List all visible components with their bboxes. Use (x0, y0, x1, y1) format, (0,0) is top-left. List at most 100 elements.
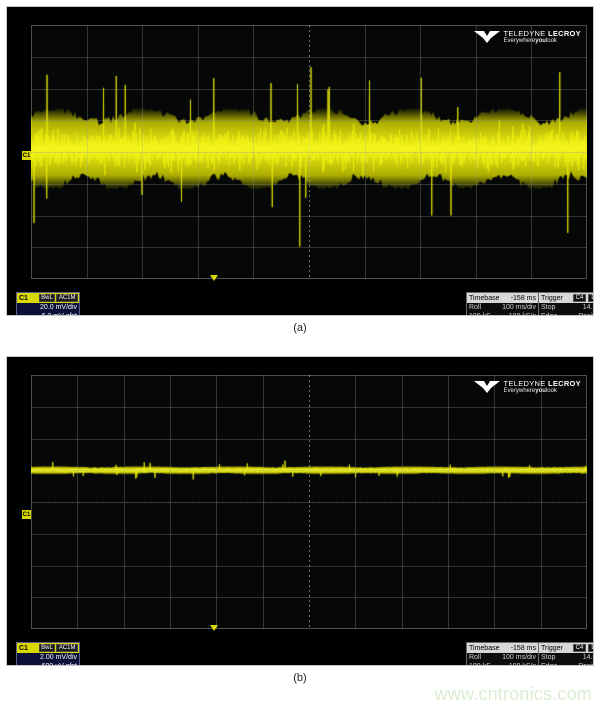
waveform-grid-a (31, 25, 587, 279)
grid-vline (198, 25, 199, 279)
timebase-panel-a[interactable]: Timebase -158 ms Roll 100 ms/div 100 kS … (467, 293, 539, 315)
grid-hline (31, 407, 587, 408)
trigger-level-b: 14.3 V (582, 654, 593, 661)
grid-vline (142, 25, 143, 279)
channel-edge-marker-a[interactable]: C1 (22, 151, 31, 160)
trigger-title-b: Trigger (541, 644, 563, 652)
grid-vline (494, 375, 495, 629)
grid-hline (31, 597, 587, 598)
grid-hline (31, 534, 587, 535)
status-panel-a: Timebase -158 ms Roll 100 ms/div 100 kS … (466, 292, 593, 315)
grid-hline (31, 89, 587, 90)
channel-bandwidth-tag-b[interactable]: BwL (38, 644, 56, 652)
grid-vline (87, 25, 88, 279)
timebase-sample-rate-a: 100 kS/s (509, 312, 536, 315)
caption-a: (a) (293, 322, 307, 334)
logo-line1-bold: LECROY (547, 28, 581, 38)
logo-line2-a-b: Everywhere (503, 387, 536, 394)
logo-line2-a: Everywhere (503, 37, 536, 44)
grid-vline (531, 25, 532, 279)
scope-screen-b: TELEDYNE LECROY Everywhereyoulook C1 C1 … (6, 356, 594, 666)
timebase-title-b: Timebase (469, 644, 500, 652)
teledyne-lecroy-logo: TELEDYNE LECROY Everywhereyoulook (473, 28, 581, 45)
channel-bandwidth-tag-a[interactable]: BwL (38, 294, 56, 302)
trigger-panel-b[interactable]: Trigger C4 DC Stop 14.3 V Edge Positive (539, 643, 593, 665)
scope-screen-a: TELEDYNE LECROY Everywhereyoulook C1 C1 … (6, 6, 594, 316)
timebase-mode-a: Roll (469, 304, 482, 311)
logo-line2-c: look (545, 37, 557, 44)
grid-vline (216, 375, 217, 629)
channel-descriptor-c1-a[interactable]: C1 BwL AC1M 20.0 mV/div -6.0 mV ofst (16, 292, 80, 315)
grid-vline (476, 25, 477, 279)
trigger-slope-a: Positive (578, 312, 593, 315)
timebase-record-length-a: 100 kS (469, 312, 491, 315)
channel-header-a[interactable]: C1 BwL AC1M (17, 293, 79, 303)
channel-id-label-a: C1 (19, 294, 28, 302)
grid-vline (124, 375, 125, 629)
channel-id-label-b: C1 (19, 644, 28, 652)
grid-vline (541, 375, 542, 629)
trigger-level-a: 14.3 V (582, 304, 593, 311)
logo-line1-regular: TELEDYNE (503, 28, 548, 38)
grid-hline (31, 152, 587, 153)
trigger-coupling-b[interactable]: DC (588, 644, 593, 652)
trigger-position-marker-a[interactable] (210, 275, 218, 281)
channel-descriptor-c1-b[interactable]: C1 BwL AC1M 2.00 mV/div -600 µV ofst (16, 642, 80, 665)
timebase-panel-b[interactable]: Timebase -158 ms Roll 100 ms/div 100 kS … (467, 643, 539, 665)
grid-tick-row (31, 152, 587, 153)
grid-vline (253, 25, 254, 279)
channel-scale-b: 2.00 mV/div (40, 654, 77, 661)
grid-hline (31, 470, 587, 471)
timebase-perdiv-a: 100 ms/div (502, 304, 536, 311)
timebase-sample-rate-b: 100 kS/s (509, 662, 536, 665)
timebase-delay-b: -158 ms (510, 644, 536, 652)
grid-vline (420, 25, 421, 279)
grid-vline (77, 375, 78, 629)
teledyne-lecroy-logo-icon-b (473, 379, 500, 395)
trigger-coupling-a[interactable]: DC (588, 294, 593, 302)
trigger-slope-b: Positive (578, 662, 593, 665)
logo-line2-b: you (535, 37, 546, 44)
logo-line1-regular-b: TELEDYNE (503, 378, 548, 388)
channel-coupling-tag-b[interactable]: AC1M (56, 644, 78, 652)
channel-offset-a: -6.0 mV ofst (17, 313, 77, 315)
channel-coupling-tag-a[interactable]: AC1M (56, 294, 78, 302)
channel-header-b[interactable]: C1 BwL AC1M (17, 643, 79, 653)
channel-offset-b: -600 µV ofst (17, 663, 77, 665)
grid-center-line (309, 375, 310, 629)
grid-hline (31, 566, 587, 567)
trigger-position-marker-b[interactable] (210, 625, 218, 631)
trigger-state-a: Stop (541, 304, 556, 311)
timebase-delay-a: -158 ms (510, 294, 536, 302)
timebase-record-length-b: 100 kS (469, 662, 491, 665)
trigger-source-b[interactable]: C4 (572, 644, 587, 652)
trigger-source-a[interactable]: C4 (572, 294, 587, 302)
grid-hline (31, 184, 587, 185)
timebase-mode-b: Roll (469, 654, 482, 661)
grid-vline (170, 375, 171, 629)
logo-line1-bold-b: LECROY (547, 378, 581, 388)
grid-hline (31, 247, 587, 248)
grid-hline (31, 120, 587, 121)
teledyne-lecroy-logo-b: TELEDYNE LECROY Everywhereyoulook (473, 378, 581, 395)
trigger-title-a: Trigger (541, 294, 563, 302)
grid-hline (31, 216, 587, 217)
logo-line2-b-b: you (535, 387, 546, 394)
channel-scale-a: 20.0 mV/div (40, 304, 77, 311)
waveform-grid-b (31, 375, 587, 629)
teledyne-lecroy-logo-icon (473, 29, 500, 45)
grid-vline (263, 375, 264, 629)
grid-hline (31, 502, 587, 503)
trigger-type-b: Edge (541, 662, 557, 665)
grid-tick-row (31, 502, 587, 503)
channel-edge-marker-b[interactable]: C1 (22, 510, 31, 519)
trigger-panel-a[interactable]: Trigger C4 DC Stop 14.3 V Edge Positive (539, 293, 593, 315)
logo-line2-c-b: look (545, 387, 557, 394)
grid-hline (31, 57, 587, 58)
trigger-state-b: Stop (541, 654, 556, 661)
caption-b: (b) (293, 672, 307, 684)
grid-center-line (309, 25, 310, 279)
site-watermark: www.cntronics.com (434, 684, 592, 704)
grid-vline (402, 375, 403, 629)
grid-vline (448, 375, 449, 629)
